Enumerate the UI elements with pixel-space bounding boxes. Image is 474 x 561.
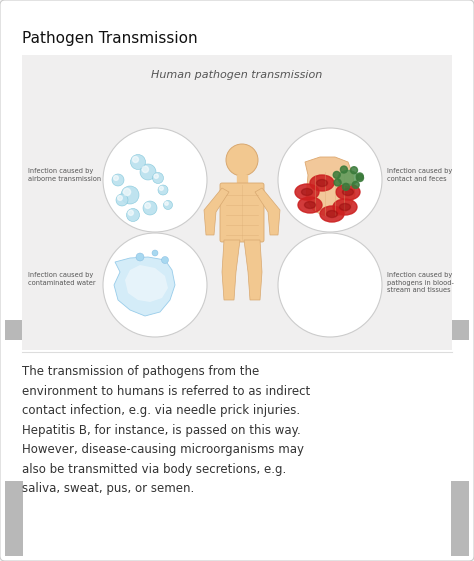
- Circle shape: [127, 209, 139, 222]
- Bar: [5, 320, 23, 340]
- Ellipse shape: [339, 204, 350, 210]
- Text: Infection caused by
airborne transmission: Infection caused by airborne transmissio…: [28, 168, 101, 182]
- Polygon shape: [125, 265, 168, 302]
- Polygon shape: [114, 257, 175, 316]
- Circle shape: [278, 128, 382, 232]
- Ellipse shape: [295, 184, 319, 200]
- Polygon shape: [305, 157, 355, 216]
- Circle shape: [136, 253, 144, 261]
- Circle shape: [121, 186, 139, 204]
- Polygon shape: [222, 240, 240, 300]
- Circle shape: [352, 181, 359, 188]
- Text: Infection caused by
contaminated water: Infection caused by contaminated water: [28, 272, 96, 286]
- Circle shape: [226, 144, 258, 176]
- Circle shape: [145, 203, 150, 209]
- Circle shape: [103, 233, 207, 337]
- Ellipse shape: [333, 199, 357, 215]
- Circle shape: [342, 183, 349, 190]
- Bar: [451, 481, 469, 556]
- Circle shape: [142, 166, 148, 173]
- Circle shape: [158, 185, 168, 195]
- Text: Pathogen Transmission: Pathogen Transmission: [22, 30, 198, 45]
- Bar: [451, 320, 469, 340]
- FancyBboxPatch shape: [220, 183, 264, 242]
- Circle shape: [154, 174, 158, 178]
- Circle shape: [333, 172, 340, 178]
- Circle shape: [128, 210, 134, 215]
- Circle shape: [133, 157, 138, 163]
- Ellipse shape: [317, 180, 328, 186]
- Bar: [22, 55, 452, 350]
- Circle shape: [103, 128, 207, 232]
- Bar: [5, 481, 23, 556]
- Text: Infection caused by
contact and feces: Infection caused by contact and feces: [387, 168, 452, 182]
- Circle shape: [118, 196, 122, 200]
- Circle shape: [162, 256, 168, 264]
- Circle shape: [356, 173, 363, 180]
- Circle shape: [159, 186, 164, 190]
- Ellipse shape: [327, 210, 337, 218]
- Circle shape: [116, 194, 128, 206]
- Circle shape: [164, 200, 173, 209]
- Circle shape: [123, 188, 131, 196]
- Text: Infection caused by
pathogens in blood-
stream and tissues: Infection caused by pathogens in blood- …: [387, 272, 454, 293]
- Circle shape: [153, 172, 164, 183]
- Text: The transmission of pathogens from the
environment to humans is referred to as i: The transmission of pathogens from the e…: [22, 365, 310, 495]
- Circle shape: [112, 174, 124, 186]
- Ellipse shape: [343, 188, 354, 195]
- Circle shape: [278, 233, 382, 337]
- Ellipse shape: [320, 206, 344, 222]
- Circle shape: [152, 250, 158, 256]
- Polygon shape: [244, 240, 262, 300]
- Ellipse shape: [298, 197, 322, 213]
- Circle shape: [143, 201, 157, 215]
- Ellipse shape: [301, 188, 312, 195]
- Circle shape: [114, 176, 118, 181]
- Ellipse shape: [310, 175, 334, 191]
- Circle shape: [334, 179, 341, 186]
- Circle shape: [140, 164, 156, 180]
- Circle shape: [130, 154, 146, 169]
- Polygon shape: [204, 188, 229, 235]
- Text: Human pathogen transmission: Human pathogen transmission: [151, 70, 323, 80]
- Ellipse shape: [304, 201, 316, 209]
- Circle shape: [350, 167, 357, 174]
- Polygon shape: [255, 188, 280, 235]
- Bar: [237, 175, 247, 185]
- Circle shape: [356, 174, 364, 182]
- Circle shape: [340, 166, 347, 173]
- Circle shape: [164, 202, 168, 205]
- Ellipse shape: [338, 171, 358, 186]
- Ellipse shape: [336, 184, 360, 200]
